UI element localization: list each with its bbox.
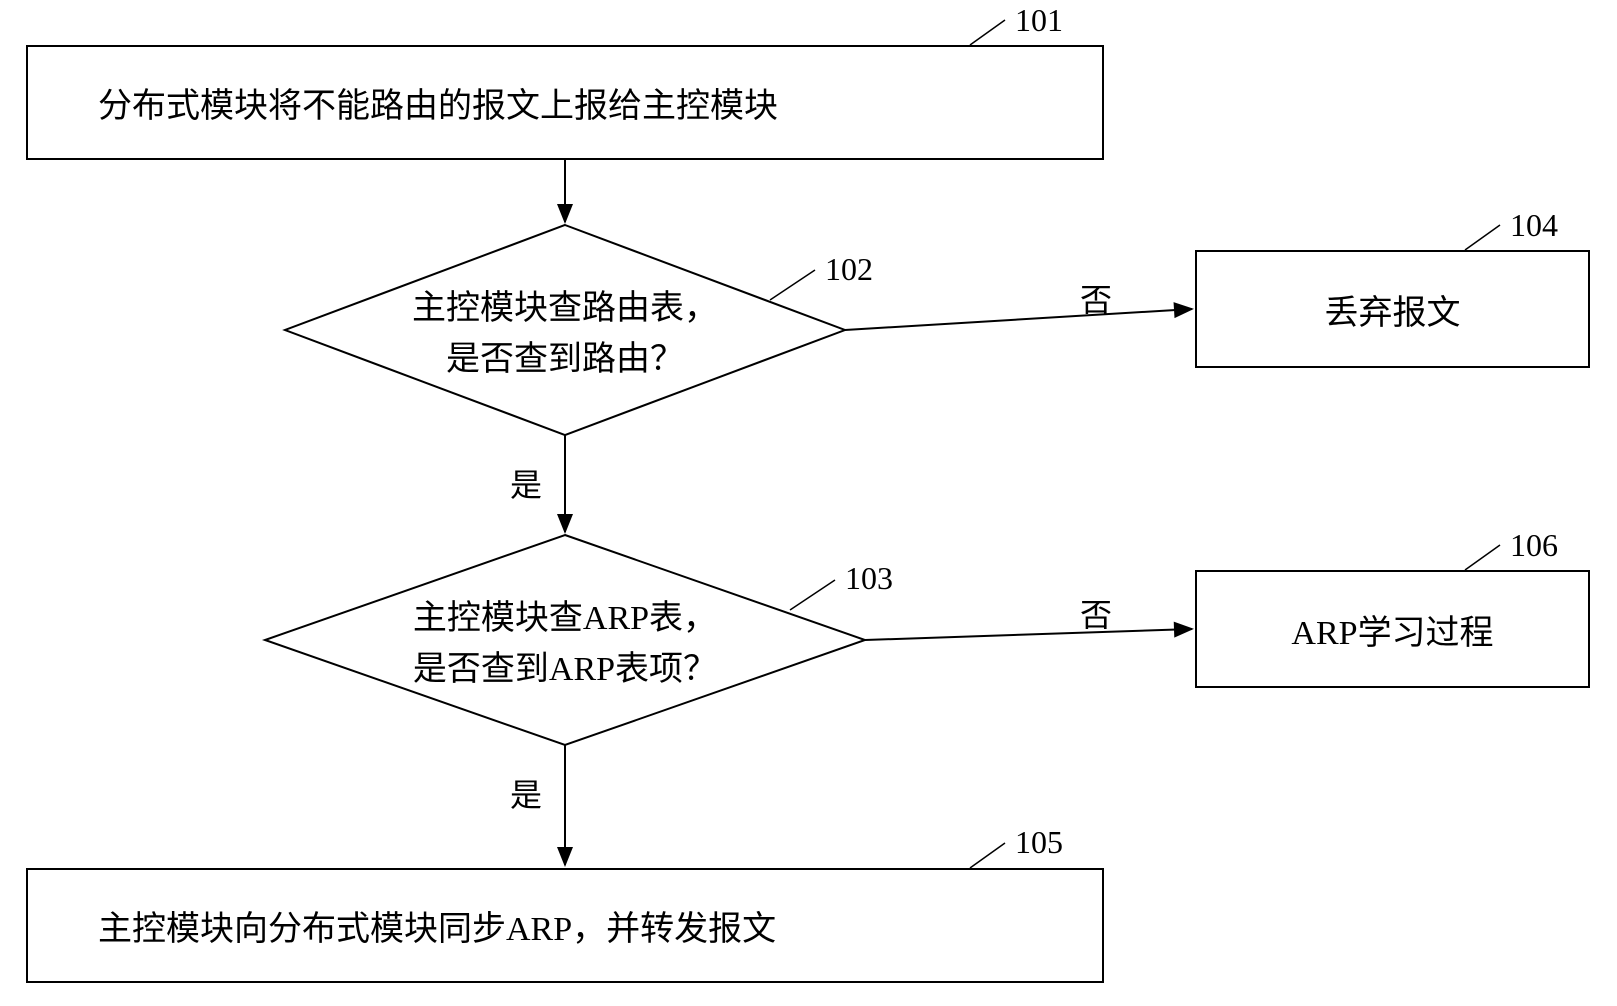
ref-line-106 [1465, 545, 1500, 570]
decision-103-line1: 主控模块查ARP表， [413, 600, 717, 637]
process-105-text: 主控模块向分布式模块同步ARP，并转发报文 [98, 901, 776, 950]
label-yes-1: 是 [510, 460, 542, 506]
process-106: ARP学习过程 [1195, 570, 1590, 688]
process-105: 主控模块向分布式模块同步ARP，并转发报文 [26, 868, 1104, 983]
ref-106: 106 [1510, 527, 1558, 564]
process-104: 丢弃报文 [1195, 250, 1590, 368]
edge-102-104 [845, 309, 1192, 330]
decision-103-text: 主控模块查ARP表， 是否查到ARP表项？ [325, 593, 805, 695]
label-no-2: 否 [1080, 590, 1112, 636]
label-yes-2: 是 [510, 770, 542, 816]
decision-102-text: 主控模块查路由表， 是否查到路由？ [325, 283, 805, 385]
edge-103-106 [865, 629, 1192, 640]
decision-102-line1: 主控模块查路由表， [412, 290, 718, 327]
ref-103: 103 [845, 560, 893, 597]
process-101: 分布式模块将不能路由的报文上报给主控模块 [26, 45, 1104, 160]
process-104-text: 丢弃报文 [1325, 285, 1461, 334]
ref-line-104 [1465, 225, 1500, 250]
decision-102-line2: 是否查到路由？ [446, 341, 684, 378]
ref-102: 102 [825, 251, 873, 288]
ref-101: 101 [1015, 2, 1063, 39]
process-106-text: ARP学习过程 [1291, 605, 1493, 654]
ref-line-101 [970, 20, 1005, 45]
process-101-text: 分布式模块将不能路由的报文上报给主控模块 [98, 78, 778, 127]
label-no-1: 否 [1080, 275, 1112, 321]
decision-103-line2: 是否查到ARP表项？ [413, 651, 717, 688]
ref-105: 105 [1015, 824, 1063, 861]
ref-104: 104 [1510, 207, 1558, 244]
ref-line-105 [970, 843, 1005, 868]
